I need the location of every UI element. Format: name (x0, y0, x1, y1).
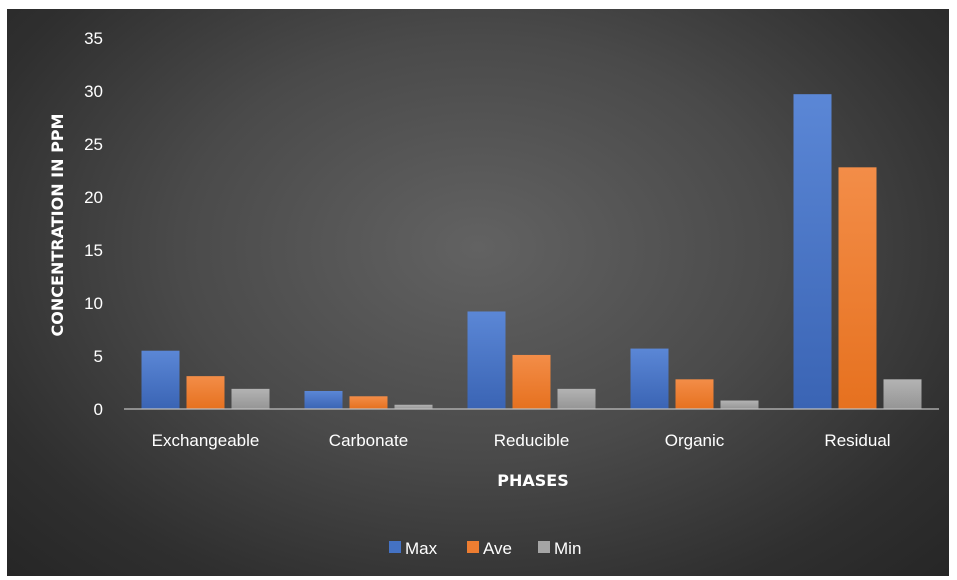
legend-label: Min (554, 539, 581, 558)
x-axis-title: PHASES (497, 471, 568, 490)
legend: Max Ave Min (389, 539, 581, 558)
x-tick-label: Carbonate (329, 431, 408, 450)
chart-area (7, 9, 949, 576)
x-tick-label: Residual (824, 431, 890, 450)
legend-label: Max (405, 539, 438, 558)
legend-item-max: Max (389, 539, 438, 558)
bar-max-exchangeable (141, 350, 180, 409)
y-axis-ticks: 0 5 10 15 20 25 30 35 (84, 29, 103, 419)
bar-min-reducible (557, 388, 596, 409)
x-tick-label: Reducible (494, 431, 570, 450)
bars (141, 94, 922, 410)
y-axis-title: CONCENTRATION IN PPM (48, 114, 67, 337)
y-tick-label: 30 (84, 82, 103, 101)
bar-ave-reducible (512, 354, 551, 409)
bar-max-carbonate (304, 390, 343, 409)
y-tick-label: 20 (84, 188, 103, 207)
bar-max-reducible (467, 311, 506, 409)
bar-ave-exchangeable (186, 376, 225, 409)
legend-item-ave: Ave (467, 539, 512, 558)
y-tick-label: 0 (94, 400, 103, 419)
y-tick-label: 15 (84, 241, 103, 260)
bar-min-organic (720, 400, 759, 409)
y-tick-label: 35 (84, 29, 103, 48)
x-tick-label: Exchangeable (152, 431, 260, 450)
bar-max-residual (793, 94, 832, 410)
x-tick-label: Organic (665, 431, 725, 450)
y-tick-label: 5 (94, 347, 103, 366)
bar-min-exchangeable (231, 388, 270, 409)
bar-max-organic (630, 348, 669, 409)
y-tick-label: 10 (84, 294, 103, 313)
bar-ave-organic (675, 379, 714, 409)
legend-item-min: Min (538, 539, 581, 558)
legend-swatch (467, 541, 479, 553)
legend-swatch (389, 541, 401, 553)
bar-min-residual (883, 379, 922, 409)
bar-ave-carbonate (349, 396, 388, 409)
legend-swatch (538, 541, 550, 553)
bar-ave-residual (838, 167, 877, 409)
bar-min-carbonate (394, 404, 433, 409)
legend-label: Ave (483, 539, 512, 558)
x-axis-ticks: Exchangeable Carbonate Reducible Organic Res… (152, 431, 891, 450)
y-tick-label: 25 (84, 135, 103, 154)
